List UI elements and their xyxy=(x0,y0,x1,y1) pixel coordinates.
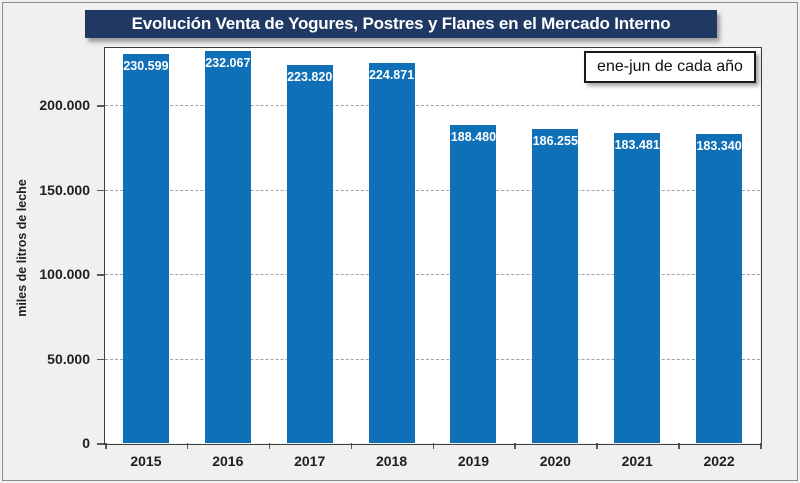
y-tick-mark xyxy=(97,443,105,445)
gridline-100.000 xyxy=(105,274,760,276)
x-category-label-2022: 2022 xyxy=(703,453,735,469)
bar-2016 xyxy=(204,51,251,443)
bar-value-label-2016: 232.067 xyxy=(205,56,251,71)
x-tick-mark xyxy=(350,443,353,449)
y-tick-label: 150.000 xyxy=(39,181,90,198)
gridline-200.000 xyxy=(105,105,760,107)
bar-value-label-2017: 223.820 xyxy=(287,70,333,85)
bar-value-label-2022: 183.340 xyxy=(696,138,742,153)
y-tick-mark xyxy=(97,358,105,361)
x-category-label-2018: 2018 xyxy=(375,453,408,469)
x-tick-mark xyxy=(596,443,598,449)
legend-box: ene-jun de cada año xyxy=(584,51,756,83)
bar-2020 xyxy=(532,128,579,443)
bar-value-label-2021: 183.481 xyxy=(614,138,660,153)
bar-value-label-2020: 186.255 xyxy=(532,133,578,148)
y-tick-mark xyxy=(97,189,105,192)
x-category-label-2019: 2019 xyxy=(457,453,490,469)
y-axis-title: miles de litros de leche xyxy=(15,179,29,317)
y-tick-label: 50.000 xyxy=(47,350,90,367)
y-tick-label: 0 xyxy=(82,435,90,451)
gridline-50.000 xyxy=(105,358,760,360)
x-tick-mark xyxy=(432,443,434,449)
bar-value-label-2018: 224.871 xyxy=(368,68,415,83)
x-category-label-2017: 2017 xyxy=(294,453,326,469)
x-tick-mark xyxy=(760,443,762,449)
bar-2019 xyxy=(450,124,497,443)
bar-2017 xyxy=(286,65,333,443)
x-category-label-2016: 2016 xyxy=(212,453,244,469)
x-tick-mark xyxy=(186,443,189,449)
chart-title: Evolución Venta de Yogures, Postres y Fl… xyxy=(85,10,717,38)
y-tick-label: 200.000 xyxy=(39,97,90,114)
x-tick-mark xyxy=(514,443,516,449)
bar-2015 xyxy=(122,53,169,443)
plot-area xyxy=(105,48,760,443)
bar-2018 xyxy=(368,63,415,443)
x-tick-mark xyxy=(268,443,271,449)
bar-value-label-2015: 230.599 xyxy=(123,58,169,73)
y-tick-mark xyxy=(97,105,105,107)
y-tick-label: 100.000 xyxy=(39,266,90,283)
gridline-150.000 xyxy=(105,189,760,191)
bar-2021 xyxy=(614,133,661,443)
bar-2022 xyxy=(696,133,743,443)
x-category-label-2020: 2020 xyxy=(539,453,571,469)
x-category-label-2021: 2021 xyxy=(621,453,653,469)
x-tick-mark xyxy=(105,443,107,449)
bar-value-label-2019: 188.480 xyxy=(450,129,497,144)
x-tick-mark xyxy=(678,443,680,449)
x-category-label-2015: 2015 xyxy=(130,453,162,469)
y-tick-mark xyxy=(97,274,105,276)
